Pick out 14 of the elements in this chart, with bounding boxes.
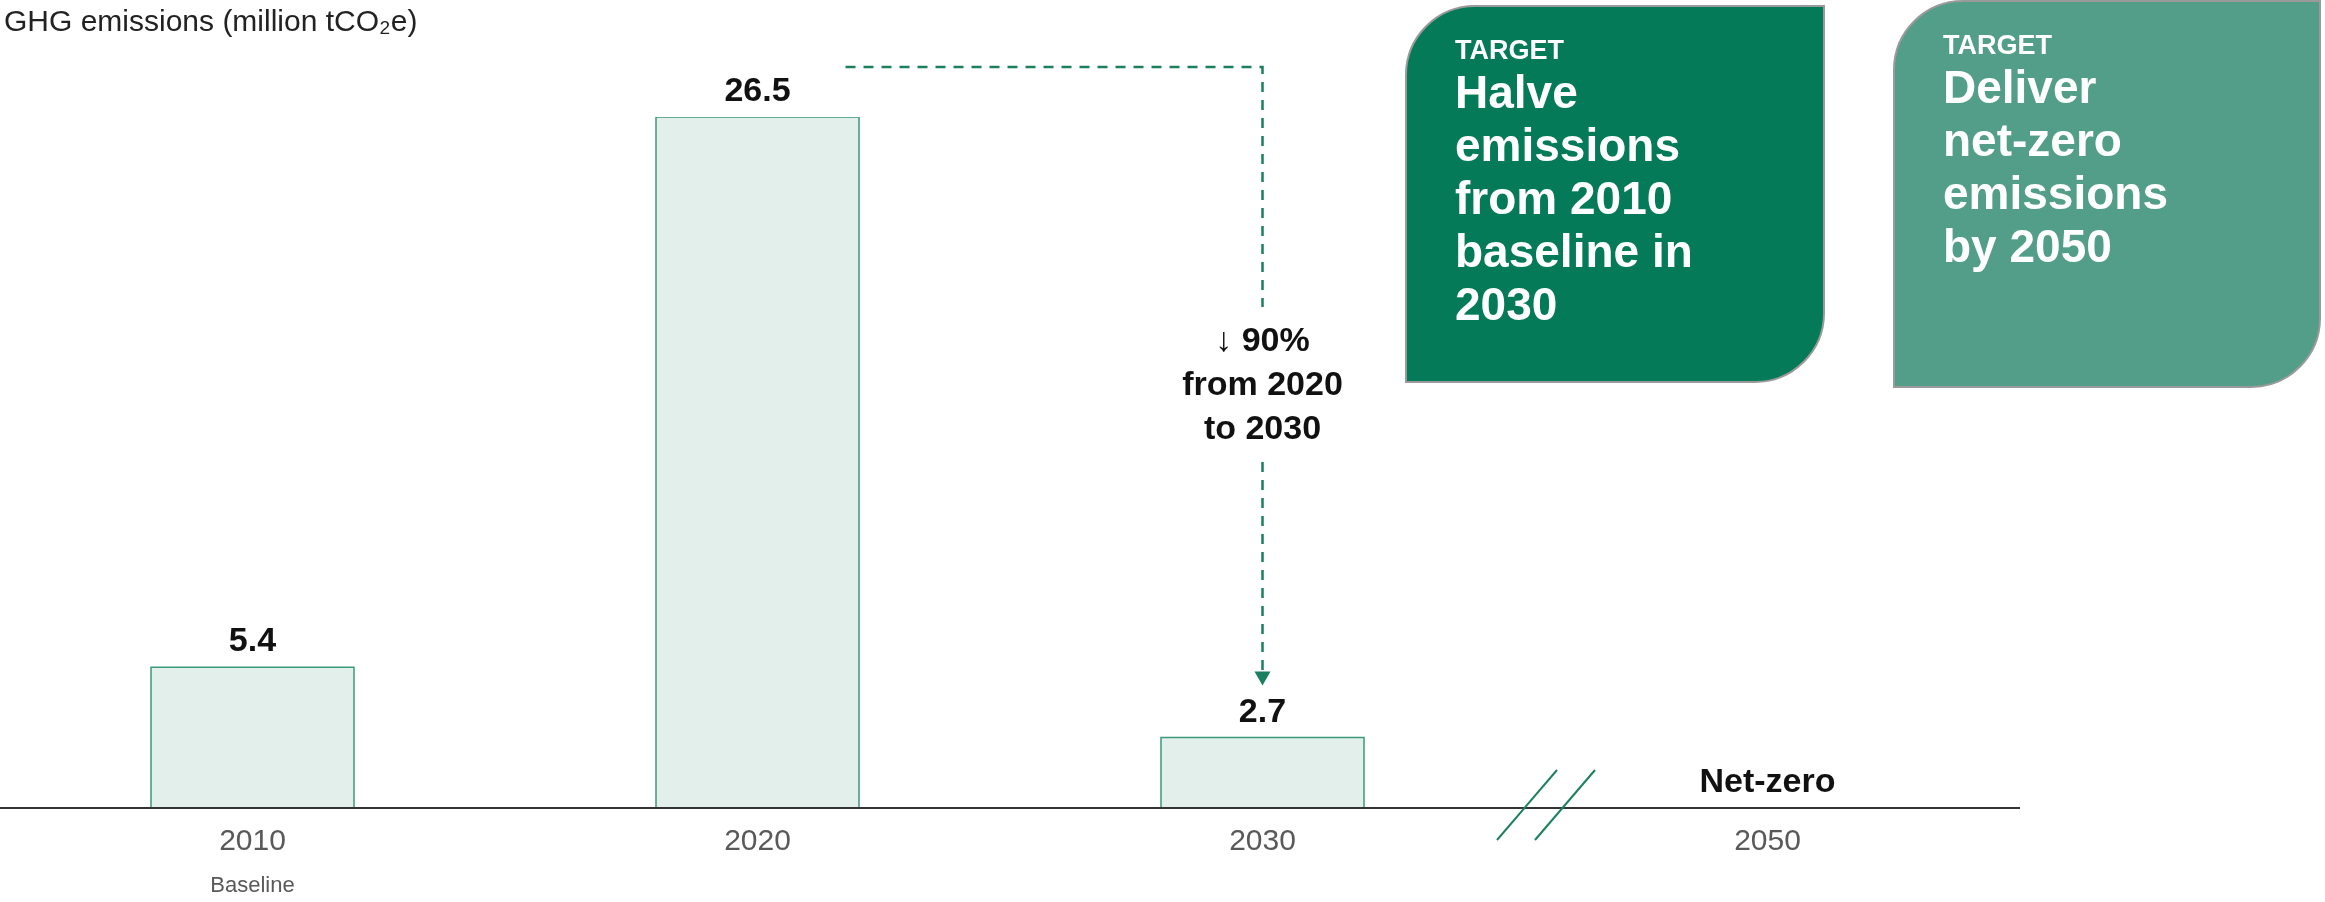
x-tick-label: 2030 <box>1229 823 1296 856</box>
data-label: Net-zero <box>1699 761 1836 799</box>
annotation: ↓ 90% from 2020 to 2030 <box>1174 317 1351 450</box>
data-label: 2.7 <box>1238 690 1287 729</box>
data-label: 5.4 <box>228 620 277 659</box>
x-tick-label: 2020 <box>724 823 791 856</box>
callout-box: TARGET Halve emissions from 2010 baseline in 2030 <box>1405 5 1825 383</box>
annotation: Deliver net-zero emissions by 2050 <box>1943 61 2168 273</box>
y-axis-title: GHG emissions (million tCO₂e) <box>4 4 418 38</box>
text: Baseline <box>209 872 296 898</box>
data-label: 26.5 <box>724 70 791 108</box>
callout-box: TARGET Deliver net-zero emissions by 2050 <box>1893 0 2321 388</box>
x-tick-label: 2050 <box>1734 823 1801 856</box>
x-tick-label: 2010 <box>219 823 286 856</box>
